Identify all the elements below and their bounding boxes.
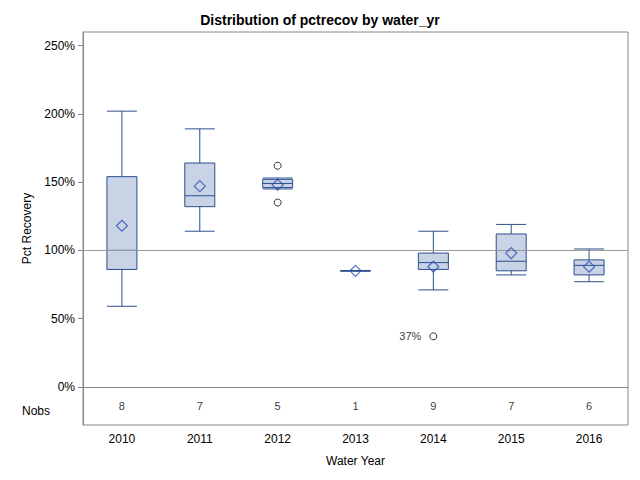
svg-text:2015: 2015 bbox=[498, 432, 525, 446]
svg-text:2010: 2010 bbox=[109, 432, 136, 446]
svg-text:0%: 0% bbox=[58, 380, 76, 394]
svg-text:200%: 200% bbox=[44, 107, 75, 121]
svg-text:7: 7 bbox=[197, 400, 203, 412]
svg-text:9: 9 bbox=[430, 400, 436, 412]
svg-text:8: 8 bbox=[119, 400, 125, 412]
svg-text:2012: 2012 bbox=[264, 432, 291, 446]
svg-text:250%: 250% bbox=[44, 39, 75, 53]
svg-text:Pct Recovery: Pct Recovery bbox=[20, 193, 34, 264]
svg-text:1: 1 bbox=[352, 400, 358, 412]
svg-text:50%: 50% bbox=[51, 312, 75, 326]
svg-text:37%: 37% bbox=[399, 330, 421, 342]
svg-text:150%: 150% bbox=[44, 175, 75, 189]
svg-text:100%: 100% bbox=[44, 243, 75, 257]
svg-text:2011: 2011 bbox=[187, 432, 213, 446]
svg-text:5: 5 bbox=[275, 400, 281, 412]
svg-text:2014: 2014 bbox=[420, 432, 447, 446]
svg-text:2013: 2013 bbox=[342, 432, 369, 446]
svg-text:7: 7 bbox=[508, 400, 514, 412]
svg-text:Water Year: Water Year bbox=[326, 454, 385, 468]
svg-text:Nobs: Nobs bbox=[22, 404, 50, 418]
svg-text:6: 6 bbox=[586, 400, 592, 412]
svg-text:Distribution of pctrecov by wa: Distribution of pctrecov by water_yr bbox=[200, 12, 440, 28]
svg-text:2016: 2016 bbox=[576, 432, 603, 446]
